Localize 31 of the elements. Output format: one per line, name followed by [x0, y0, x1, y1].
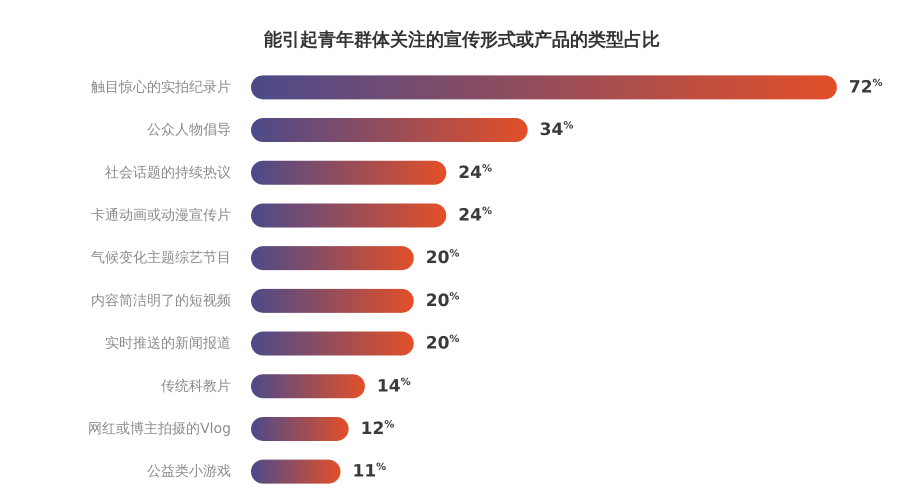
data-label: 72% — [848, 77, 883, 98]
bar — [251, 160, 446, 185]
y-tick-label: 公益类小游戏 — [147, 464, 231, 480]
bar — [251, 332, 414, 356]
data-label: 24% — [458, 205, 492, 226]
data-label: 12% — [360, 418, 394, 439]
y-tick-label: 实时推送的新闻报道 — [105, 336, 231, 352]
bar — [251, 288, 414, 313]
bar — [251, 246, 414, 270]
data-label: 24% — [458, 162, 492, 183]
bar — [251, 203, 446, 228]
y-tick-label: 触目惊心的实拍纪录片 — [91, 79, 231, 96]
y-tick-label: 公众人物倡导 — [147, 122, 231, 138]
y-tick-label: 卡通动画或动漫宣传片 — [91, 207, 231, 224]
bar — [251, 118, 528, 142]
y-tick-label: 社会话题的持续热议 — [105, 164, 231, 181]
y-tick-label: 内容简洁明了的短视频 — [91, 292, 231, 309]
data-label: 14% — [376, 376, 411, 396]
data-label: 20% — [426, 290, 460, 311]
data-label: 34% — [540, 120, 574, 140]
data-label: 11% — [352, 462, 386, 482]
y-tick-label: 气候变化主题综艺节目 — [91, 250, 231, 266]
y-tick-label: 传统科教片 — [161, 378, 231, 394]
data-label: 20% — [426, 248, 460, 268]
chart-title: 能引起青年群体关注的宣传形式或产品的类型占比 — [264, 30, 660, 50]
data-label: 20% — [426, 334, 460, 354]
bar — [251, 374, 365, 398]
y-tick-label: 网红或博主拍摄的Vlog — [88, 420, 231, 437]
bar — [251, 460, 341, 484]
bar — [251, 75, 837, 100]
bar — [251, 416, 349, 441]
